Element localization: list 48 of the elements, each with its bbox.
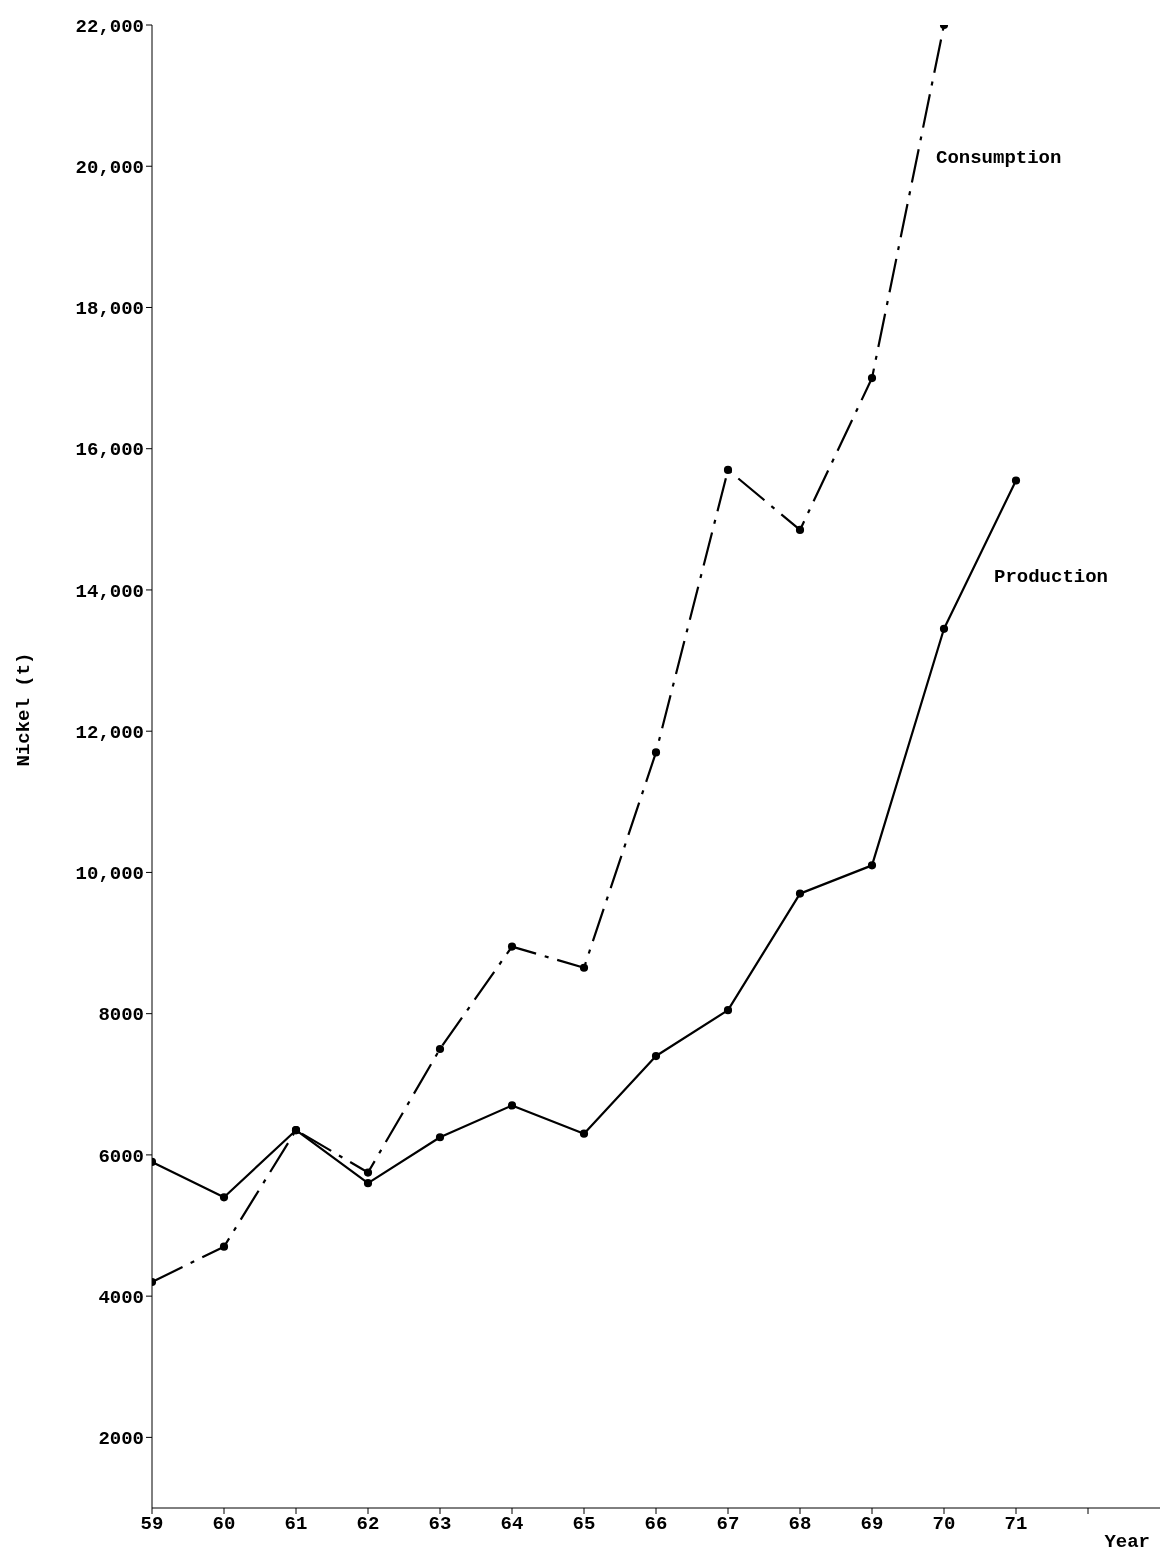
y-tick-label: 4000 bbox=[98, 1286, 144, 1309]
y-tick-label: 14,000 bbox=[75, 580, 144, 603]
point bbox=[795, 889, 805, 898]
point bbox=[939, 624, 949, 633]
point bbox=[723, 1006, 733, 1015]
x-tick-label: 65 bbox=[572, 1513, 596, 1536]
x-tick-label: 61 bbox=[284, 1513, 308, 1536]
series-label: Consumption bbox=[936, 147, 1062, 169]
y-tick-label: 8000 bbox=[98, 1004, 144, 1027]
point bbox=[363, 1179, 373, 1188]
point bbox=[507, 942, 517, 951]
point bbox=[435, 1044, 445, 1054]
y-tick-label: 10,000 bbox=[75, 863, 144, 886]
x-tick-label: 66 bbox=[644, 1513, 668, 1536]
y-tick-label: 20,000 bbox=[75, 156, 144, 179]
point bbox=[1011, 476, 1021, 485]
x-tick-label: 69 bbox=[860, 1513, 884, 1536]
point bbox=[435, 1133, 445, 1142]
point bbox=[219, 1193, 229, 1202]
x-tick-label: 64 bbox=[500, 1513, 524, 1536]
y-axis-title: Nickel (t) bbox=[12, 652, 35, 767]
x-tick-label: 62 bbox=[356, 1513, 380, 1536]
point bbox=[507, 1101, 517, 1110]
point bbox=[651, 1051, 661, 1061]
point bbox=[579, 963, 589, 972]
point bbox=[867, 374, 877, 383]
x-tick-label: 70 bbox=[932, 1513, 956, 1536]
series-label: Production bbox=[994, 566, 1109, 589]
y-tick-label: 18,000 bbox=[75, 298, 144, 321]
x-tick-label: 71 bbox=[1004, 1513, 1028, 1536]
x-tick-label: 60 bbox=[212, 1513, 236, 1536]
x-tick-label: 67 bbox=[716, 1513, 740, 1536]
y-tick-label: 16,000 bbox=[75, 439, 144, 462]
x-tick-label: 68 bbox=[788, 1513, 812, 1536]
x-axis-title: Year bbox=[1104, 1531, 1150, 1553]
point bbox=[723, 465, 733, 474]
y-tick-label: 22,000 bbox=[75, 15, 144, 38]
point bbox=[867, 861, 877, 870]
point bbox=[219, 1242, 229, 1251]
y-tick-label: 12,000 bbox=[75, 721, 144, 744]
y-tick-label: 2000 bbox=[98, 1428, 144, 1451]
point bbox=[795, 525, 805, 535]
x-tick-label: 63 bbox=[428, 1513, 452, 1536]
y-tick-label: 6000 bbox=[98, 1145, 144, 1168]
point bbox=[651, 748, 661, 757]
point bbox=[363, 1168, 373, 1177]
point bbox=[579, 1129, 589, 1138]
x-tick-label: 59 bbox=[140, 1513, 164, 1536]
